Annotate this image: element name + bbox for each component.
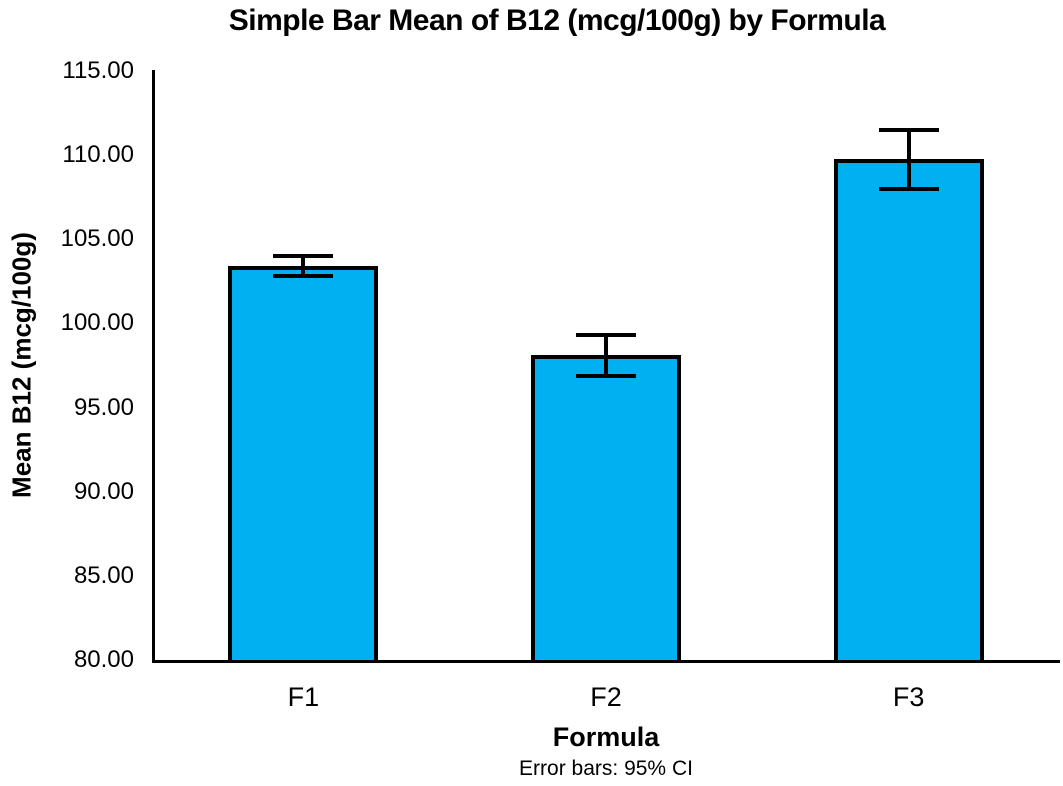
- y-tick-label: 90.00: [73, 477, 134, 505]
- error-bar-line: [906, 129, 911, 189]
- y-tick-label: 100.00: [60, 309, 134, 337]
- error-bar-upper-cap: [878, 127, 939, 132]
- bar-f1: [228, 266, 379, 660]
- x-tick-label-f2: F2: [590, 682, 622, 712]
- chart-title: Simple Bar Mean of B12 (mcg/100g) by For…: [228, 4, 886, 37]
- y-tick-label: 85.00: [73, 561, 134, 589]
- error-bar-lower-cap: [576, 373, 636, 378]
- bar-f2: [531, 355, 681, 660]
- y-axis-title: Mean B12 (mcg/100g): [6, 232, 37, 498]
- error-bar-footnote: Error bars: 95% CI: [519, 757, 693, 780]
- y-tick-label: 95.00: [73, 393, 134, 421]
- x-tick-label-f3: F3: [892, 682, 925, 712]
- error-bar-lower-cap: [273, 274, 334, 279]
- y-tick-label: 110.00: [62, 141, 134, 169]
- error-bar-upper-cap: [273, 254, 334, 259]
- x-tick-label-f1: F1: [287, 682, 320, 712]
- y-axis-line: [152, 70, 155, 663]
- bar-f3: [833, 158, 984, 660]
- error-bar-upper-cap: [576, 333, 636, 338]
- y-tick-label: 105.00: [60, 225, 134, 253]
- error-bar-lower-cap: [878, 186, 939, 191]
- error-bar-line: [301, 256, 306, 277]
- x-axis-title: Formula: [552, 722, 660, 752]
- y-tick-label: 115.00: [62, 57, 134, 84]
- y-tick-label: 80.00: [73, 646, 134, 673]
- x-axis-line: [152, 660, 1060, 663]
- error-bar-line: [604, 335, 608, 376]
- plot-area: [152, 71, 1060, 660]
